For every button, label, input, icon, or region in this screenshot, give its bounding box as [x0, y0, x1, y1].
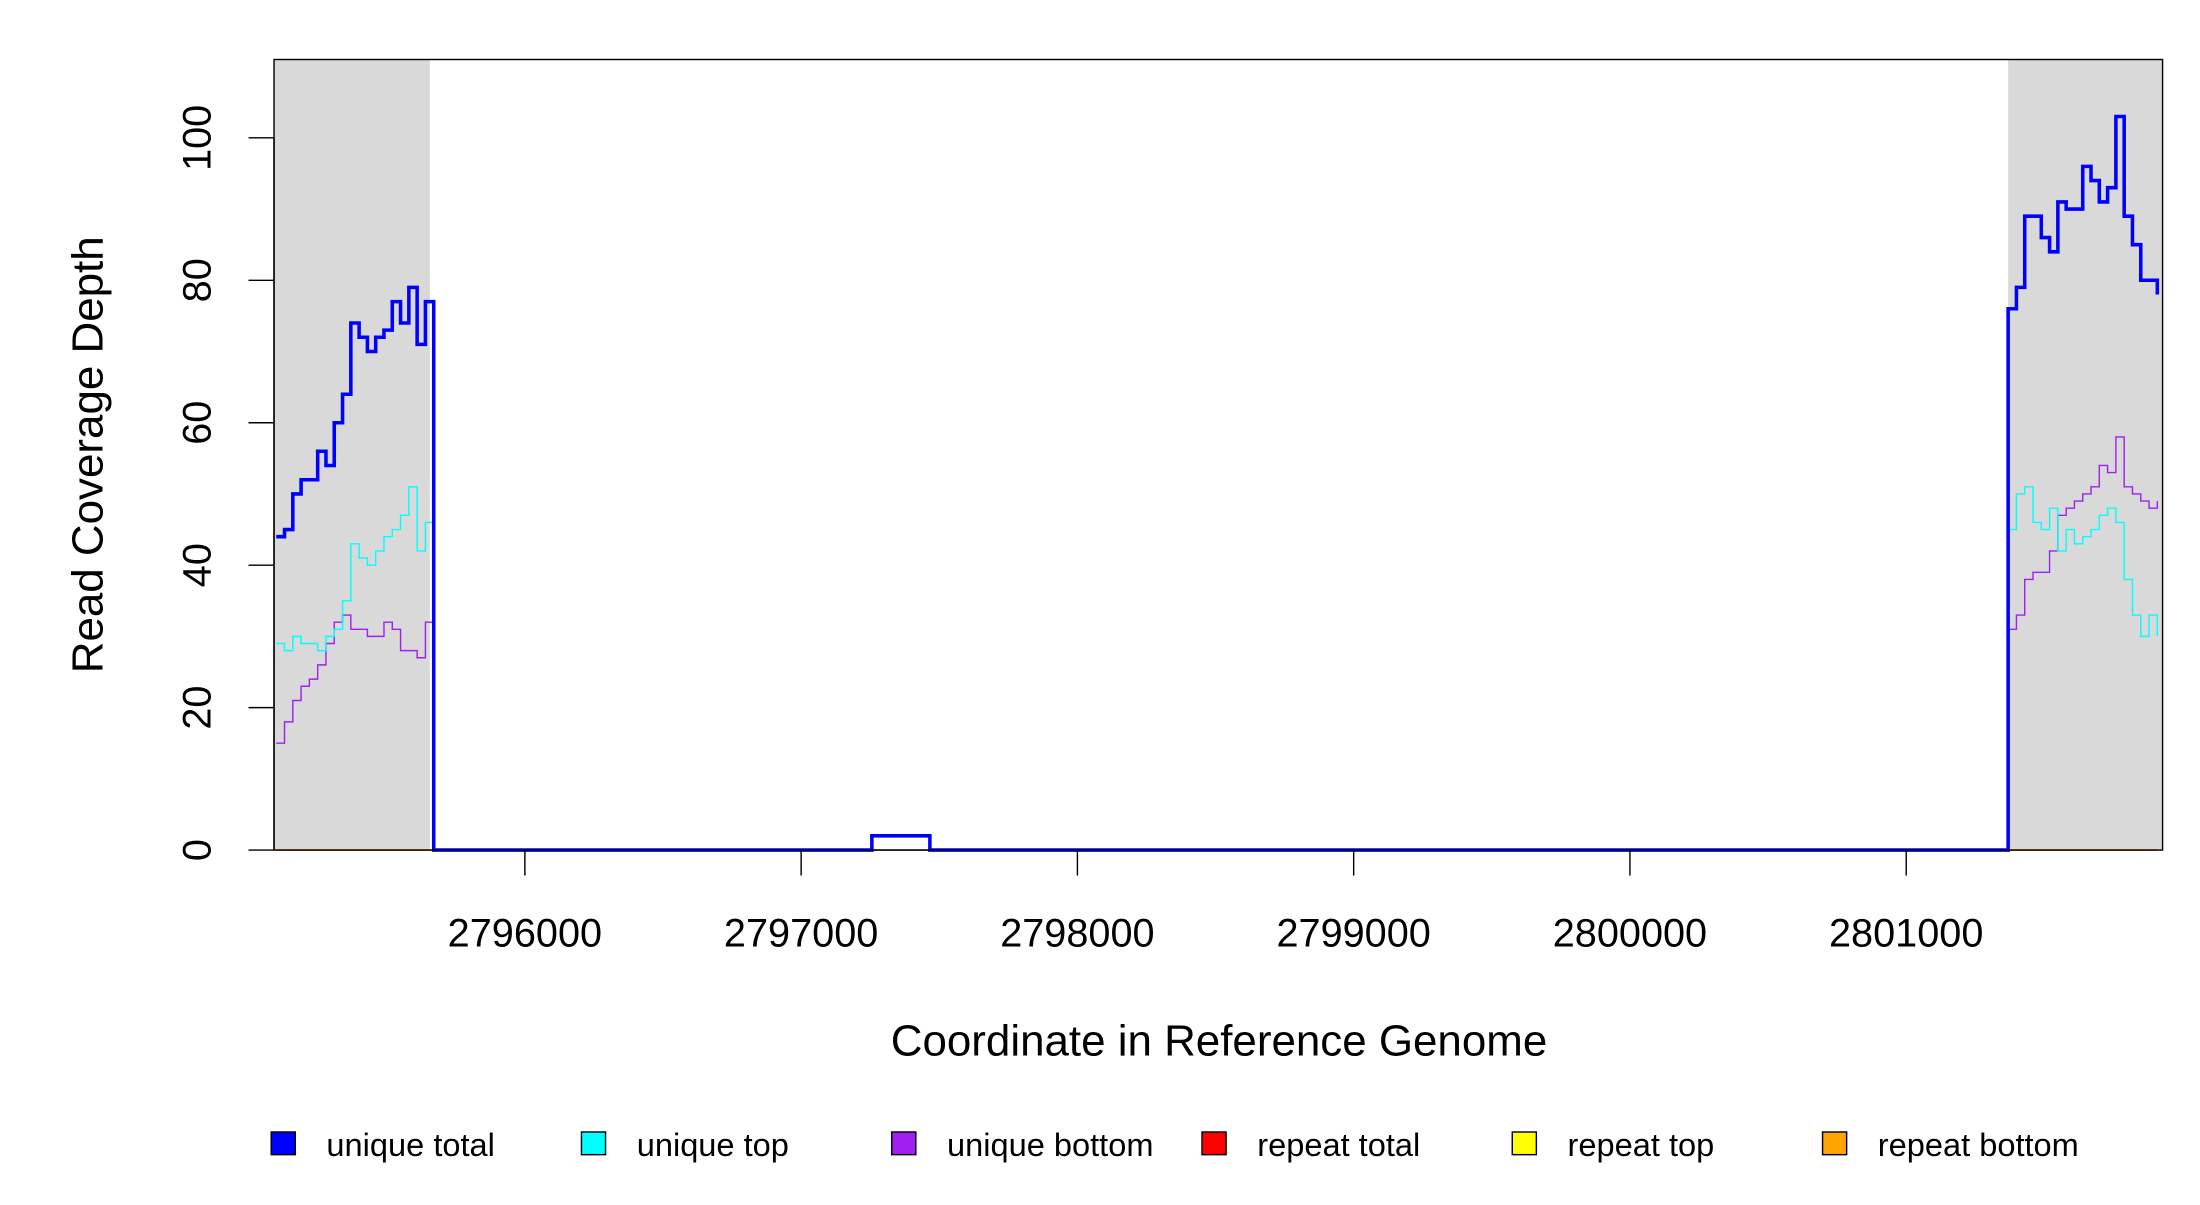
legend-swatch: [1511, 1131, 1538, 1156]
x-axis-label: Coordinate in Reference Genome: [891, 1016, 1548, 1065]
y-tick-label: 60: [175, 401, 219, 445]
y-axis-label: Read Coverage Depth: [64, 236, 113, 673]
legend-swatch: [270, 1131, 296, 1156]
series-line: [276, 436, 2159, 851]
y-tick-label: 20: [175, 686, 219, 730]
plot-frame: [273, 58, 2164, 851]
legend-label: unique top: [637, 1127, 789, 1163]
legend-label: unique total: [326, 1127, 494, 1163]
x-tick-label: 2800000: [1553, 911, 1707, 955]
x-tick-label: 2798000: [1000, 911, 1154, 955]
y-tick-label: 80: [175, 258, 219, 302]
legend-swatch: [1821, 1131, 1848, 1156]
legend-swatch: [580, 1131, 607, 1156]
y-tick-label: 100: [175, 105, 219, 171]
legend-label: repeat bottom: [1878, 1127, 2079, 1163]
x-tick-label: 2799000: [1276, 911, 1430, 955]
legend-label: repeat top: [1568, 1127, 1715, 1163]
y-tick-label: 0: [175, 839, 219, 861]
legend-swatch: [891, 1131, 917, 1156]
series-line: [276, 486, 2159, 851]
x-tick-label: 2797000: [724, 911, 878, 955]
shaded-region: [274, 59, 430, 851]
x-tick-label: 2796000: [448, 911, 602, 955]
legend-label: repeat total: [1257, 1127, 1420, 1163]
shaded-region: [2008, 59, 2163, 851]
legend-label: unique bottom: [947, 1127, 1153, 1163]
x-tick-label: 2801000: [1829, 911, 1983, 955]
y-tick-label: 40: [175, 543, 219, 587]
series-line: [276, 114, 2160, 852]
legend-swatch: [1201, 1131, 1227, 1156]
